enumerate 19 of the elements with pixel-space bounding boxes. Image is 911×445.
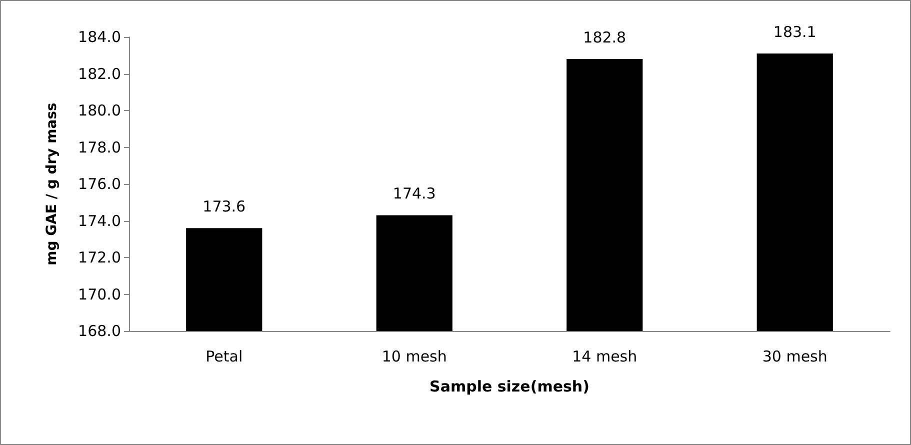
y-tick-label: 178.0 (78, 138, 121, 156)
data-label: 173.6 (202, 198, 246, 216)
x-tick-label: 14 mesh (572, 348, 638, 366)
y-tick-label: 174.0 (78, 212, 121, 230)
x-axis-title: Sample size(mesh) (430, 378, 590, 396)
data-label: 182.8 (583, 28, 626, 47)
y-tick-label: 180.0 (78, 102, 121, 120)
x-tick-label: 10 mesh (382, 348, 447, 366)
y-tick-label: 170.0 (78, 285, 121, 304)
y-tick-label: 182.0 (78, 64, 121, 83)
y-axis-title: mg GAE / g dry mass (44, 102, 60, 266)
y-tick-label: 176.0 (78, 175, 121, 193)
data-label: 183.1 (773, 23, 816, 42)
data-label: 174.3 (392, 184, 436, 203)
y-tick-label: 172.0 (78, 248, 121, 266)
y-tick-label: 168.0 (78, 322, 121, 340)
x-tick-label: 30 mesh (762, 348, 828, 366)
x-tick-label: Petal (206, 348, 243, 366)
y-tick-label: 184.0 (78, 28, 121, 46)
